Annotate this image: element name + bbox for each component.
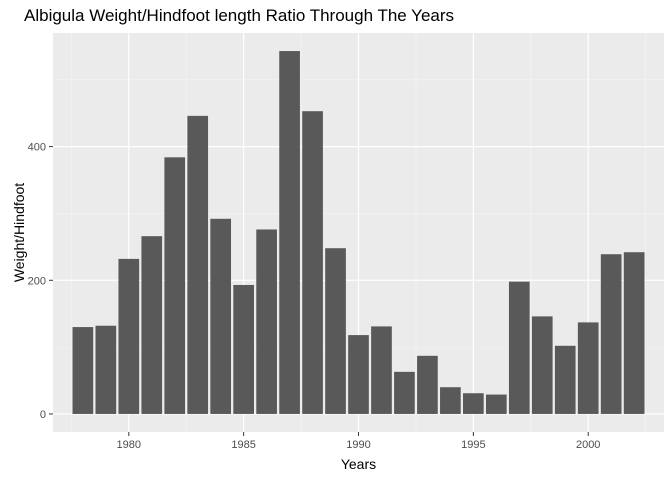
- x-tick-label: 1985: [231, 439, 255, 451]
- bar-1988: [302, 111, 323, 414]
- y-axis: 0 200 400: [28, 142, 53, 421]
- bar-1985: [233, 284, 254, 414]
- bar-1994: [440, 387, 461, 414]
- bar-2002: [623, 252, 645, 414]
- bar-1989: [325, 248, 346, 414]
- y-tick-label: 200: [28, 275, 46, 287]
- x-tick-label: 1980: [117, 439, 141, 451]
- bar-1993: [417, 355, 438, 414]
- bar-1978: [72, 327, 94, 414]
- bar-1986: [256, 229, 277, 414]
- bar-1999: [554, 345, 576, 414]
- chart-title: Albigula Weight/Hindfoot length Ratio Th…: [24, 6, 455, 25]
- y-tick-label: 400: [28, 142, 46, 154]
- bar-1991: [371, 326, 392, 414]
- y-axis-title: Weight/Hindfoot: [11, 183, 27, 282]
- bar-1983: [187, 115, 209, 414]
- bar-1996: [485, 394, 507, 414]
- bars: [72, 51, 645, 414]
- bar-1990: [348, 335, 369, 414]
- bar-1998: [531, 316, 553, 414]
- bar-1979: [95, 325, 117, 414]
- x-axis-title: Years: [341, 456, 376, 472]
- bar-1984: [210, 218, 232, 414]
- x-tick-label: 2000: [576, 439, 600, 451]
- bar-2001: [600, 254, 622, 414]
- bar-1981: [141, 236, 163, 414]
- x-tick-label: 1995: [461, 439, 485, 451]
- bar-1982: [164, 157, 186, 414]
- x-axis: 1980 1985 1990 1995 2000: [117, 432, 600, 451]
- bar-1995: [463, 393, 484, 414]
- bar-1997: [508, 281, 530, 414]
- bar-1987: [279, 51, 300, 414]
- bar-2000: [577, 322, 599, 414]
- bar-1992: [394, 371, 415, 414]
- bar-1980: [118, 258, 140, 414]
- x-tick-label: 1990: [346, 439, 370, 451]
- y-tick-label: 0: [40, 409, 46, 421]
